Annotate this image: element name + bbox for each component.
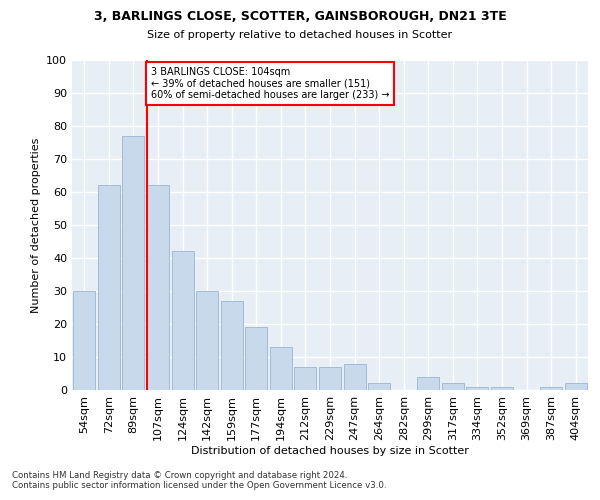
Bar — [270, 347, 292, 390]
Text: Size of property relative to detached houses in Scotter: Size of property relative to detached ho… — [148, 30, 452, 40]
X-axis label: Distribution of detached houses by size in Scotter: Distribution of detached houses by size … — [191, 446, 469, 456]
Text: Contains HM Land Registry data © Crown copyright and database right 2024.
Contai: Contains HM Land Registry data © Crown c… — [12, 470, 386, 490]
Bar — [196, 291, 218, 390]
Bar — [417, 377, 439, 390]
Y-axis label: Number of detached properties: Number of detached properties — [31, 138, 41, 312]
Bar — [221, 301, 243, 390]
Bar — [565, 384, 587, 390]
Bar — [491, 386, 513, 390]
Text: 3, BARLINGS CLOSE, SCOTTER, GAINSBOROUGH, DN21 3TE: 3, BARLINGS CLOSE, SCOTTER, GAINSBOROUGH… — [94, 10, 506, 23]
Bar — [368, 384, 390, 390]
Bar — [172, 252, 194, 390]
Bar — [73, 291, 95, 390]
Bar — [466, 386, 488, 390]
Bar — [147, 186, 169, 390]
Bar — [245, 328, 268, 390]
Bar — [98, 186, 120, 390]
Bar — [442, 384, 464, 390]
Bar — [319, 367, 341, 390]
Text: 3 BARLINGS CLOSE: 104sqm
← 39% of detached houses are smaller (151)
60% of semi-: 3 BARLINGS CLOSE: 104sqm ← 39% of detach… — [151, 66, 389, 100]
Bar — [295, 367, 316, 390]
Bar — [344, 364, 365, 390]
Bar — [122, 136, 145, 390]
Bar — [540, 386, 562, 390]
